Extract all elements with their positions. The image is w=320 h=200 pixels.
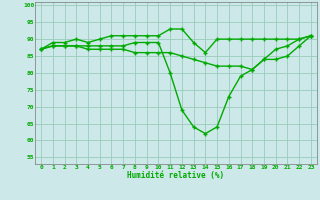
X-axis label: Humidité relative (%): Humidité relative (%)	[127, 171, 225, 180]
